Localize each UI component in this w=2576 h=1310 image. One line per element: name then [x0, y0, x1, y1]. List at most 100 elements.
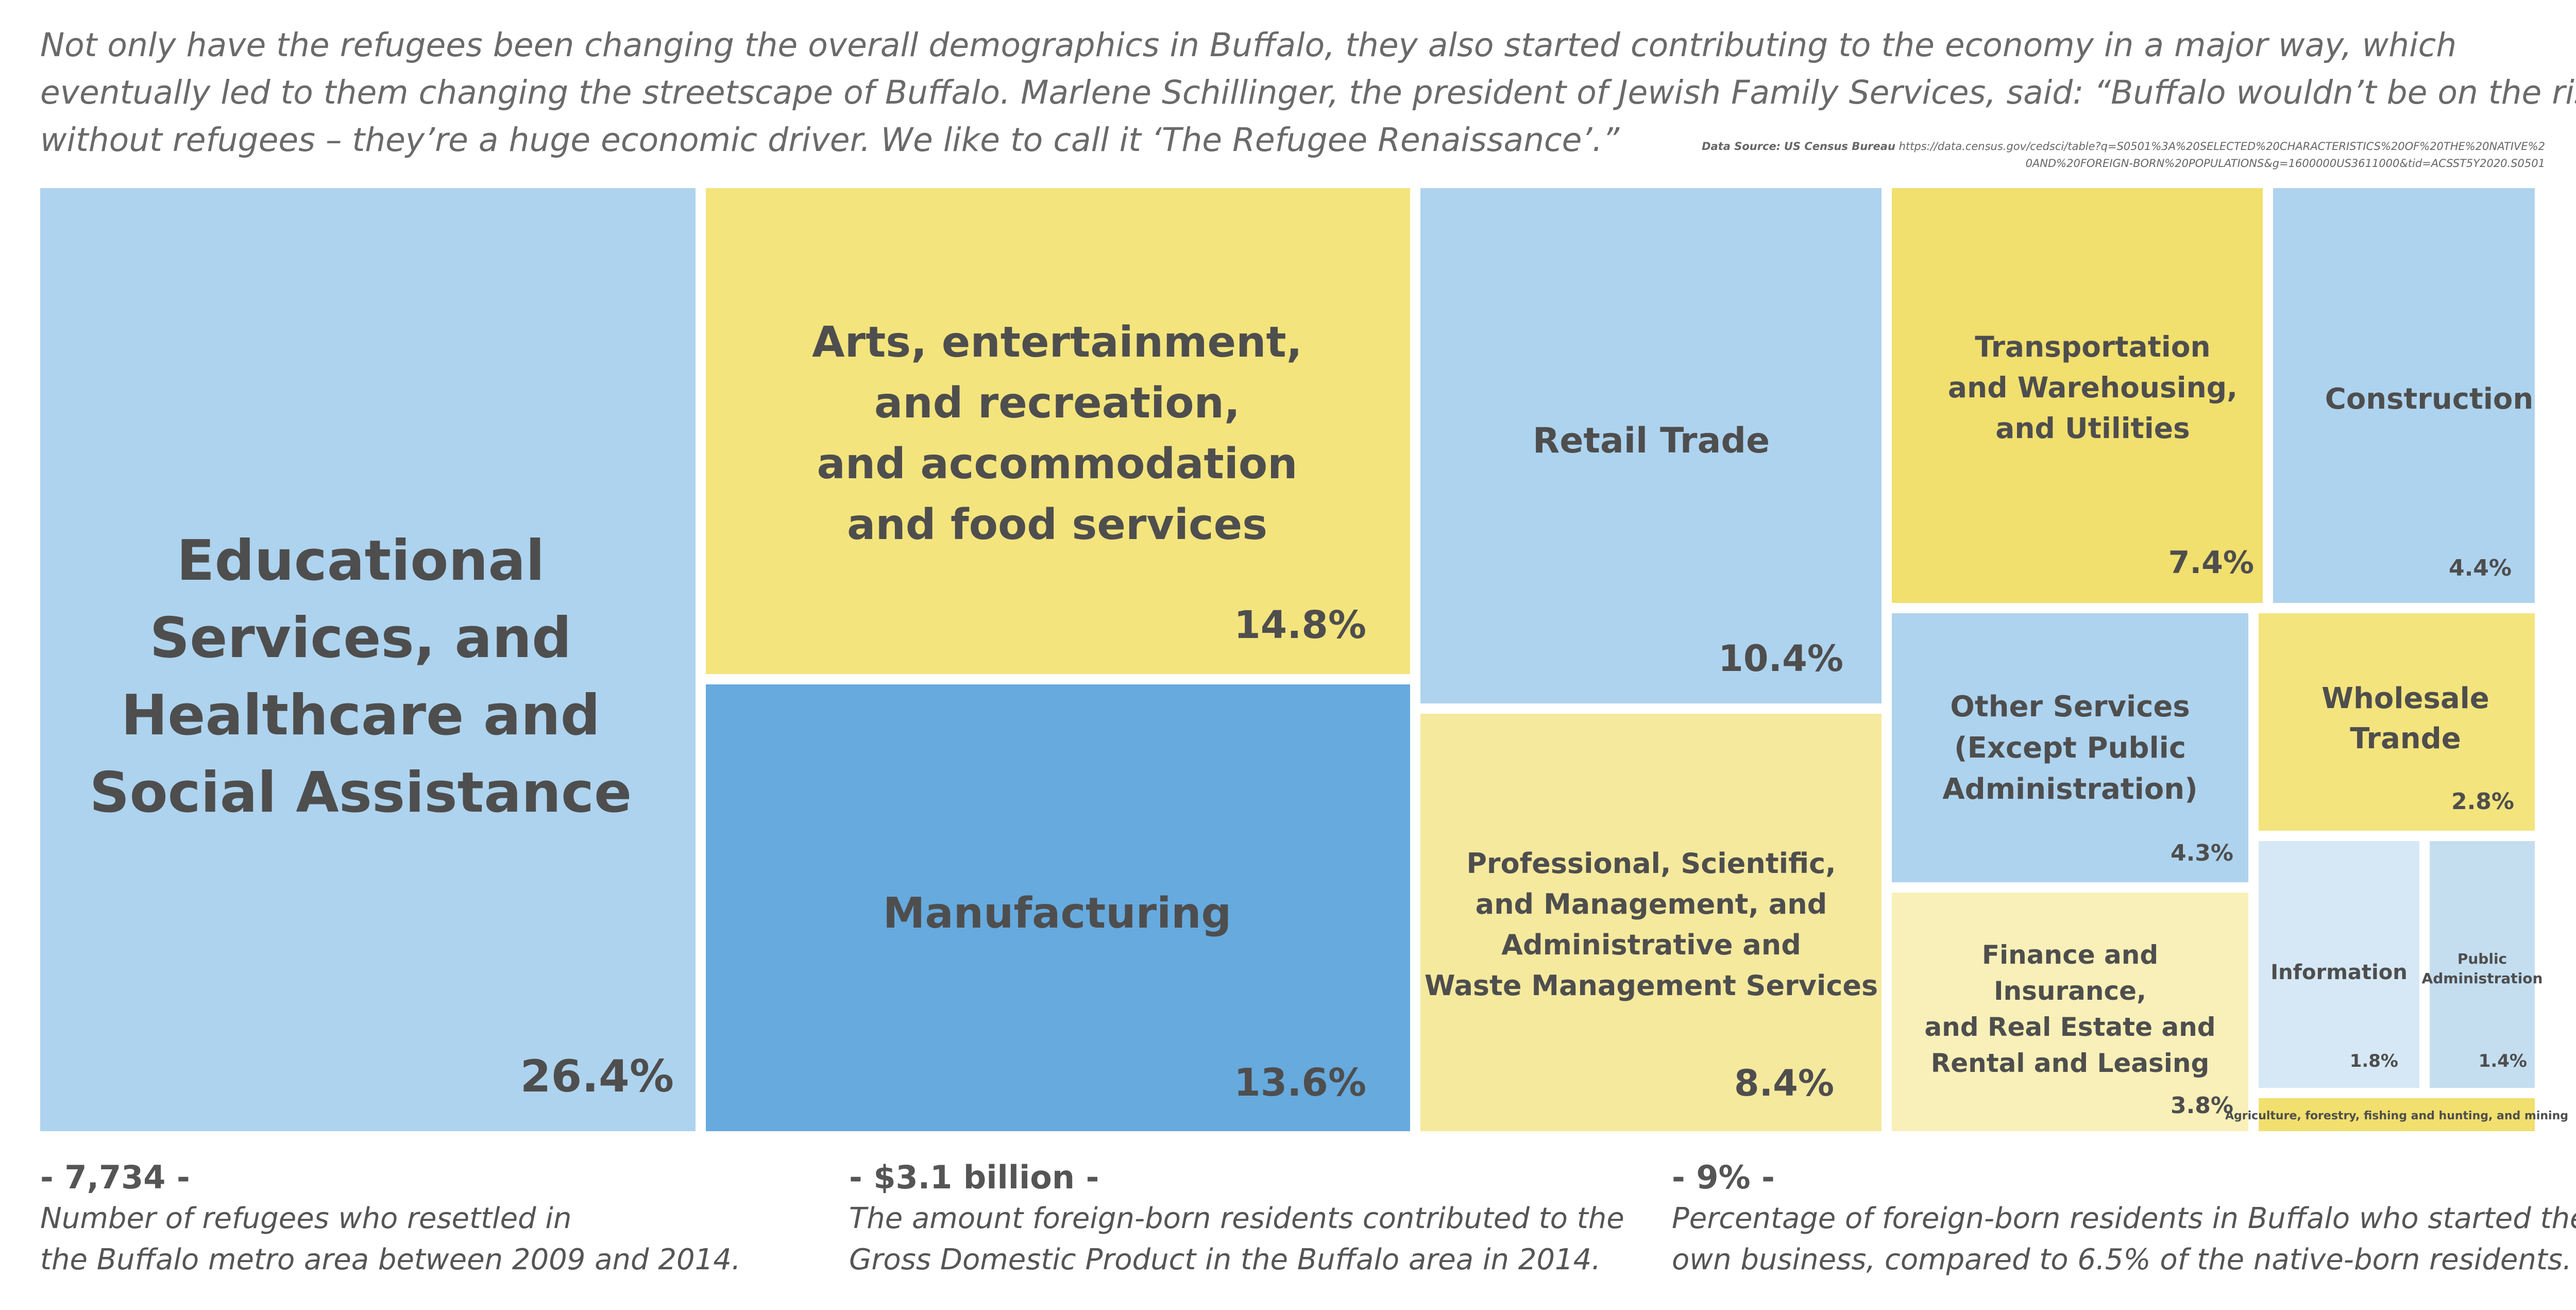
treemap-tile-label-line: Agriculture, forestry, fishing and hunti…: [2225, 1110, 2568, 1122]
treemap-tile-value: 1.4%: [2479, 1051, 2527, 1071]
stat-description-line: Number of refugees who resettled in: [40, 1202, 572, 1235]
treemap-tile-label-line: Trande: [2350, 722, 2461, 755]
treemap-tile-label-line: Construction: [2325, 382, 2534, 416]
intro-paragraph: Not only have the refugees been changing…: [40, 22, 2576, 164]
stat-description-line: Percentage of foreign-born residents in …: [1672, 1202, 2576, 1235]
treemap-tile-label: Retail Trade: [1533, 421, 1770, 461]
treemap-tile-label-line: (Except Public: [1954, 731, 2186, 765]
treemap-tile-label-line: Insurance,: [1994, 976, 2146, 1006]
intro-line: eventually led to them changing the stre…: [40, 74, 2576, 111]
treemap-tile: Public Administration 1.4%: [2422, 841, 2543, 1088]
treemap-tile: Agriculture, forestry, fishing and hunti…: [2225, 1098, 2568, 1131]
treemap-tile: Educational Services, and Healthcare and So…: [40, 188, 696, 1131]
treemap-tile-label-line: and Management, and: [1476, 888, 1827, 920]
treemap-tile-label: Arts, entertainment, and recreation, and a…: [812, 318, 1302, 549]
treemap-tile-label-line: Transportation: [1975, 330, 2210, 363]
treemap-tile-label-line: Healthcare and: [121, 683, 600, 748]
stat-gdp: - $3.1 billion - The amount foreign-born…: [849, 1157, 1624, 1281]
treemap-tile: Information 1.8%: [2259, 841, 2419, 1088]
treemap-tile-rect: [1892, 188, 2263, 603]
treemap-tile-label-line: Manufacturing: [883, 889, 1232, 938]
treemap-tile-label-line: Public: [2458, 950, 2507, 967]
treemap-tile-rect: [2273, 188, 2535, 603]
treemap-tile-label: Professional, Scientific, and Management,…: [1425, 847, 1878, 1002]
treemap-tile-label-line: Other Services: [1950, 690, 2190, 724]
treemap-tile-label: Finance and Insurance, and Real Estate and…: [1924, 940, 2215, 1078]
treemap-tile-rect: [706, 188, 1410, 674]
treemap-tile: Manufacturing 13.6%: [706, 684, 1410, 1131]
treemap-tile-label: Transportation and Warehousing, and Utilit…: [1948, 330, 2238, 445]
treemap-tile-label-line: Waste Management Services: [1425, 969, 1878, 1002]
treemap-tile: Retail Trade 10.4%: [1420, 188, 1882, 703]
treemap-tile-rect: [2259, 1098, 2535, 1131]
treemap-tile-value: 1.8%: [2350, 1051, 2398, 1071]
treemap-tile-value: 10.4%: [1718, 637, 1843, 680]
treemap-tile: Other Services (Except Public Administrati…: [1892, 613, 2248, 882]
treemap-tile-rect: [1892, 893, 2248, 1131]
treemap-tile-label-line: and Warehousing,: [1948, 371, 2238, 404]
data-source-label: Data Source: [1702, 140, 1776, 153]
stat-description: The amount foreign-born residents contri…: [849, 1198, 1624, 1281]
treemap-tile-value: 8.4%: [1734, 1062, 1834, 1104]
treemap-tile-label: Information: [2270, 961, 2407, 984]
treemap-tile-value: 3.8%: [2171, 1093, 2233, 1119]
treemap-tile-label: Construction: [2325, 382, 2534, 416]
treemap-tile-rect: [1892, 613, 2248, 882]
treemap-tile-label: Educational Services, and Healthcare and So…: [90, 529, 632, 825]
intro-line: without refugees – they’re a huge econom…: [40, 121, 1620, 159]
treemap-tile-label: Public Administration: [2422, 950, 2543, 987]
treemap-tile-label-line: Administration: [2422, 970, 2543, 987]
treemap-tile-label-line: Retail Trade: [1533, 421, 1770, 461]
treemap-tile-value: 26.4%: [520, 1051, 674, 1102]
stat-value: - 9% -: [1672, 1158, 1775, 1196]
stat-value: - 7,734 -: [40, 1158, 190, 1196]
treemap-tile-label-line: Wholesale: [2321, 682, 2489, 715]
treemap-tile: Professional, Scientific, and Management,…: [1420, 714, 1882, 1131]
treemap-tile: Arts, entertainment, and recreation, and a…: [706, 188, 1410, 674]
treemap-tile-label-line: and accommodation: [817, 440, 1297, 489]
treemap-tile-label: Manufacturing: [883, 889, 1232, 938]
treemap-tile-label-line: Administrative and: [1501, 929, 1801, 961]
treemap-tile-label-line: Rental and Leasing: [1931, 1048, 2210, 1078]
treemap-tile-rect: [706, 684, 1410, 1131]
treemap-tile: Finance and Insurance, and Real Estate and…: [1892, 893, 2248, 1131]
stat-description-line: The amount foreign-born residents contri…: [849, 1202, 1624, 1235]
treemap-tile: Transportation and Warehousing, and Utilit…: [1892, 188, 2263, 603]
treemap-tile-label-line: Information: [2270, 961, 2407, 984]
treemap-tile-value: 14.8%: [1234, 603, 1366, 647]
stat-refugees: - 7,734 - Number of refugees who resettl…: [40, 1157, 813, 1281]
data-source: Data Source: US Census Bureau https://da…: [1702, 140, 2545, 170]
treemap-tile-label-line: and food services: [847, 500, 1267, 549]
treemap-tile-value: 2.8%: [2451, 788, 2514, 815]
treemap-tile-label-line: and recreation,: [874, 379, 1240, 428]
treemap-tile-label: Wholesale Trande: [2321, 682, 2489, 755]
treemap-tile-label-line: Administration): [1942, 772, 2197, 806]
data-source-name: US Census Bureau: [1784, 140, 1895, 153]
stat-business: - 9% - Percentage of foreign-born reside…: [1672, 1157, 2576, 1281]
stat-description: Number of refugees who resettled in the …: [40, 1198, 813, 1281]
treemap-tile-rect: [1420, 188, 1882, 703]
stat-description-line: own business, compared to 6.5% of the na…: [1672, 1243, 2572, 1277]
treemap-tile-label-line: Educational: [177, 529, 545, 593]
stat-description-line: Gross Domestic Product in the Buffalo ar…: [849, 1243, 1601, 1277]
treemap-tile: Wholesale Trande 2.8%: [2259, 613, 2535, 831]
data-source-url: https://data.census.gov/cedsci/table?q=S…: [1899, 140, 2545, 170]
stat-description: Percentage of foreign-born residents in …: [1672, 1198, 2576, 1281]
stat-value: - $3.1 billion -: [849, 1158, 1099, 1196]
treemap-tile-label: Agriculture, forestry, fishing and hunti…: [2225, 1110, 2568, 1122]
treemap-tile-value: 4.3%: [2171, 840, 2233, 866]
treemap-tile-value: 4.4%: [2449, 555, 2512, 581]
treemap-tile-value: 7.4%: [2168, 545, 2254, 581]
treemap-tile-rect: [2259, 613, 2535, 831]
treemap-tile-rect: [2259, 841, 2419, 1088]
treemap-tile-rect: [2430, 841, 2535, 1088]
treemap-tile-label-line: and Utilities: [1995, 412, 2190, 445]
treemap-tile-rect: [40, 188, 696, 1131]
treemap-tile-rect: [1420, 714, 1882, 1131]
intro-line: Not only have the refugees been changing…: [40, 26, 2457, 64]
treemap-tile-label-line: Professional, Scientific,: [1466, 847, 1836, 880]
treemap-tile-label: Other Services (Except Public Administrati…: [1942, 690, 2197, 806]
stat-description-line: the Buffalo metro area between 2009 and …: [40, 1243, 741, 1277]
treemap-tile-label-line: Finance and: [1982, 940, 2158, 970]
